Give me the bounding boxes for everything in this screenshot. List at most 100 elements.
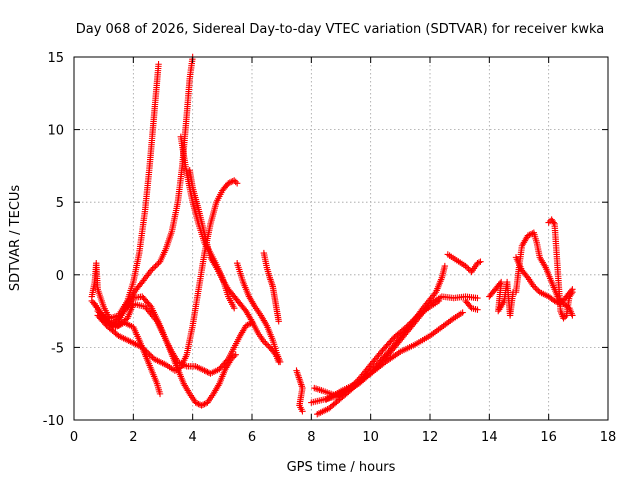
axis-ticks: 0 2 4 6 8 10 12 14 16 18 -10 -5 0 5 10 15	[43, 51, 617, 445]
plus-marker	[299, 408, 306, 415]
plus-marker	[530, 283, 538, 290]
y-tick-label: -10	[43, 414, 64, 429]
plus-marker	[532, 284, 539, 292]
series-trace-2	[91, 53, 196, 329]
plus-marker	[527, 230, 535, 238]
plus-marker	[569, 312, 576, 319]
plus-marker	[146, 351, 153, 358]
data-series	[88, 53, 576, 418]
plus-marker	[260, 338, 268, 345]
plus-marker	[204, 368, 211, 376]
plus-marker	[459, 309, 466, 316]
y-axis-label: SDTVAR / TECUs	[8, 185, 23, 292]
series-trace-8	[177, 133, 238, 312]
plus-marker	[474, 306, 481, 313]
plus-marker	[560, 315, 567, 322]
plus-marker	[201, 367, 208, 374]
series-trace-16	[444, 251, 484, 276]
plus-marker	[199, 401, 207, 408]
x-tick-label: 6	[248, 430, 256, 445]
series-trace-11	[293, 367, 306, 415]
series-trace-1	[88, 61, 162, 322]
plus-marker	[263, 341, 271, 348]
plus-marker	[533, 286, 540, 293]
series-trace-17	[462, 297, 481, 313]
plus-marker	[231, 352, 238, 360]
plus-marker	[143, 348, 150, 355]
plus-marker	[441, 262, 449, 270]
plus-marker	[155, 61, 162, 68]
y-tick-label: 0	[56, 269, 64, 284]
y-tick-label: 15	[47, 51, 64, 66]
series-trace-13	[308, 297, 443, 406]
plot-frame	[73, 56, 609, 421]
series-trace-5	[94, 177, 241, 374]
x-tick-label: 18	[600, 430, 617, 445]
plus-marker	[496, 280, 504, 287]
plus-marker	[233, 180, 241, 187]
series-trace-10	[260, 249, 282, 325]
series-trace-21	[545, 216, 576, 322]
series-trace-15	[322, 309, 466, 403]
series-trace-7	[186, 167, 282, 366]
x-tick-label: 10	[362, 430, 379, 445]
plus-marker	[226, 179, 233, 186]
plus-marker	[462, 262, 469, 270]
y-tick-label: 10	[47, 124, 64, 139]
plus-marker	[152, 262, 159, 270]
plus-marker	[156, 390, 164, 398]
x-tick-label: 0	[70, 430, 78, 445]
series-trace-18	[486, 278, 517, 319]
x-axis-label: GPS time / hours	[287, 460, 396, 475]
plus-marker	[155, 259, 162, 267]
plus-marker	[389, 335, 397, 342]
series-trace-12	[311, 293, 481, 399]
plus-marker	[139, 344, 146, 351]
plus-marker	[435, 297, 443, 305]
plus-marker	[552, 298, 560, 305]
plus-marker	[229, 177, 236, 185]
plus-marker	[153, 261, 161, 268]
plus-marker	[262, 339, 269, 347]
plus-marker	[195, 400, 202, 408]
plus-marker	[231, 177, 238, 184]
plus-marker	[193, 400, 201, 407]
chart-title: Day 068 of 2026, Sidereal Day-to-day VTE…	[76, 22, 605, 37]
plus-marker	[477, 258, 484, 265]
plus-marker	[232, 178, 239, 186]
series-trace-3	[88, 297, 239, 409]
plus-marker	[149, 265, 156, 273]
plus-marker	[232, 351, 239, 358]
plus-marker	[550, 219, 557, 226]
plus-marker	[569, 289, 576, 296]
plus-marker	[173, 366, 180, 374]
plus-marker	[146, 302, 154, 309]
plus-marker	[201, 400, 208, 408]
plus-marker	[561, 313, 569, 321]
plus-marker	[225, 180, 232, 187]
y-tick-label: -5	[51, 341, 64, 356]
x-tick-label: 16	[540, 430, 557, 445]
plus-marker	[535, 287, 542, 294]
x-tick-label: 12	[422, 430, 439, 445]
plus-marker	[142, 347, 149, 354]
y-tick-label: 5	[56, 196, 64, 211]
plus-marker	[551, 297, 558, 305]
plus-marker	[244, 321, 251, 329]
plus-marker	[474, 259, 481, 267]
plus-marker	[242, 322, 250, 329]
plus-marker	[202, 368, 210, 375]
plus-marker	[171, 367, 179, 374]
series-trace-9	[233, 259, 284, 366]
plus-marker	[474, 294, 481, 302]
plus-marker	[174, 365, 182, 373]
plus-marker	[223, 357, 231, 364]
plus-marker	[231, 304, 238, 312]
plus-marker	[147, 267, 155, 274]
plus-marker	[275, 318, 282, 325]
plus-marker	[465, 265, 472, 273]
plus-marker	[144, 350, 152, 357]
plus-marker	[245, 320, 253, 328]
plus-marker	[276, 358, 284, 366]
